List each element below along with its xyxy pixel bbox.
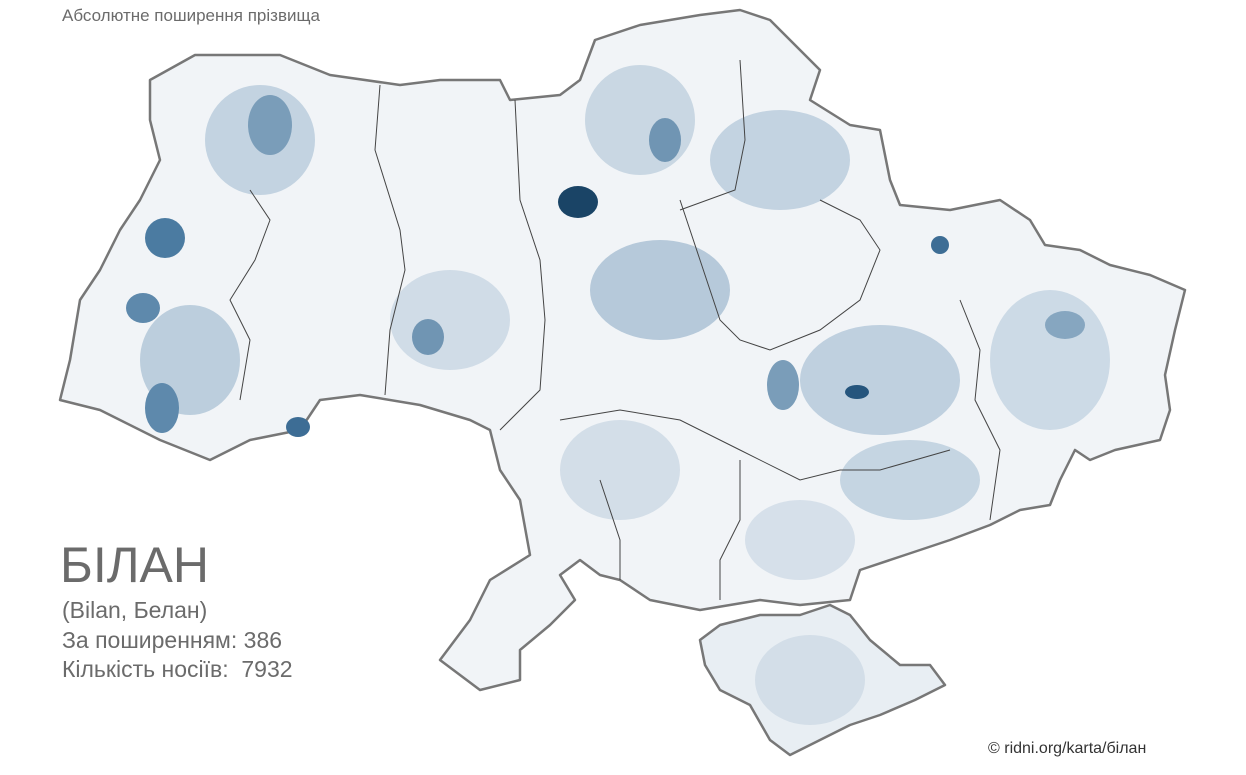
border [679,199,881,351]
region [710,110,850,210]
surname-variants: (Bilan, Белан) [62,597,208,623]
district-shading [126,65,1110,725]
region [800,325,960,435]
region [845,385,869,399]
region [990,290,1110,430]
region [560,420,680,520]
region [126,293,160,323]
region [558,186,598,218]
border [679,59,746,211]
oblast-borders [229,59,1001,600]
region [248,95,292,155]
region [745,500,855,580]
region [145,218,185,258]
border [959,299,1001,521]
region [649,118,681,162]
region [412,319,444,355]
border [559,409,951,481]
surname: БІЛАН [60,537,209,593]
border [499,99,546,431]
region [590,240,730,340]
region [286,417,310,437]
map-title: Абсолютне поширення прізвища [62,6,320,25]
region [390,270,510,370]
source-link[interactable]: © ridni.org/karta/білан [988,740,1147,757]
region [145,383,179,433]
region [585,65,695,175]
border [374,84,406,396]
region [1045,311,1085,339]
border [599,479,621,580]
surname-rank: За поширенням: 386 [62,627,283,653]
surname-count: Кількість носіїв: 7932 [62,656,293,682]
region [840,440,980,520]
border [719,460,741,600]
border [229,189,271,401]
region [755,635,865,725]
region [931,236,949,254]
region [767,360,799,410]
